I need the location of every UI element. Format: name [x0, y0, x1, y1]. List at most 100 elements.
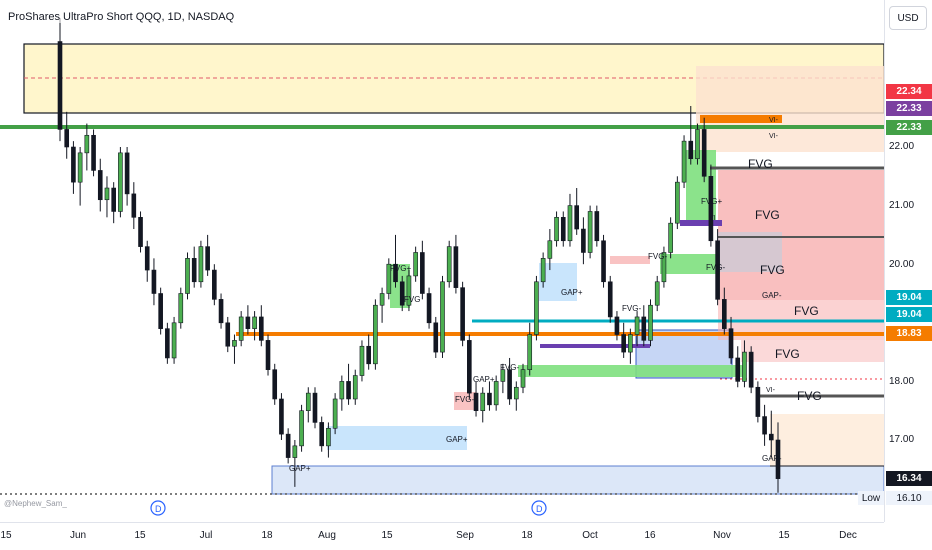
gap-plus-label: GAP+: [446, 435, 468, 444]
gap-zone: [327, 426, 467, 450]
candle-body: [567, 205, 573, 242]
dividend-marker-label: D: [155, 504, 162, 514]
fvg-label: FVG: [760, 263, 785, 277]
candle-body: [681, 140, 687, 183]
candle-body: [312, 392, 318, 423]
candle-body: [594, 211, 600, 242]
candle-body: [735, 357, 741, 382]
fvg-label: FVG: [775, 347, 800, 361]
price-tag-green: 22.33: [886, 120, 932, 135]
candle-body: [775, 439, 781, 479]
candle-body: [487, 392, 492, 406]
candle-body: [393, 263, 398, 283]
candle-body: [71, 146, 76, 183]
candle-body: [621, 334, 626, 353]
candle-body: [715, 240, 720, 300]
dividend-marker-icon: [531, 500, 547, 516]
gap-plus-label: GAP+: [289, 464, 311, 473]
price-axis[interactable]: USD 22.00 21.00 20.00 18.00 17.00 22.34 …: [884, 0, 932, 522]
candle-body: [84, 134, 90, 154]
time-tick: Nov: [713, 530, 731, 541]
chart-plot-area[interactable]: FVG FVG FVG FVG FVG FVG FVG+ FVG FVG+ FVG- FVG- FVG…: [0, 0, 884, 522]
candle-body: [258, 316, 264, 341]
currency-button[interactable]: USD: [889, 6, 927, 30]
price-tag-last: 16.34: [886, 471, 932, 486]
fvg-zone: [696, 66, 884, 152]
fvg-zone: [741, 340, 884, 362]
candle-body: [218, 299, 224, 324]
candle-body: [581, 228, 586, 253]
price-tag-purple: 22.33: [886, 101, 932, 116]
fvg-label: FVG: [797, 389, 822, 403]
candle-body: [138, 217, 143, 247]
time-axis[interactable]: 15 Jun 15 Jul 18 Aug 15 Sep 18 Oct 16 No…: [0, 522, 884, 550]
candle-body: [742, 351, 747, 382]
candle-body: [628, 334, 633, 353]
candle-body: [547, 240, 553, 259]
candle-body: [520, 369, 526, 388]
candle-body: [554, 217, 559, 242]
time-tick: Dec: [839, 530, 857, 541]
candle-body: [91, 134, 96, 171]
candle-body: [64, 129, 70, 148]
candle-body: [695, 129, 700, 160]
candle-body: [104, 187, 110, 201]
candle-body: [440, 281, 445, 353]
candle-body: [648, 304, 653, 341]
fvg-minus-label: FVG-: [622, 304, 641, 313]
candle-body: [500, 369, 506, 382]
vi-label: VI: [709, 215, 716, 222]
candle-body: [326, 427, 331, 447]
candle-body: [272, 369, 278, 400]
gap-plus-label: GAP+: [561, 288, 583, 297]
candle-body: [379, 293, 385, 306]
fvg-zone: [610, 256, 650, 264]
candle-body: [768, 433, 774, 441]
fvg-minus-label: FVG-: [500, 363, 519, 372]
candle-body: [332, 398, 338, 429]
time-tick: Sep: [456, 530, 474, 541]
fvg-plus-label: FVG+: [701, 197, 722, 206]
candle-body: [722, 299, 727, 329]
dividend-marker-icon: [150, 500, 166, 516]
candle-body: [634, 316, 640, 335]
author-watermark: @Nephew_Sam_: [4, 499, 67, 508]
price-chart[interactable]: FVG FVG FVG FVG FVG FVG FVG+ FVG FVG+ FVG- FVG- FVG…: [0, 0, 884, 522]
vi-minus-label: VI-: [769, 117, 779, 124]
candle-body: [708, 176, 714, 242]
candle-body: [245, 316, 251, 329]
candle-body: [131, 193, 137, 218]
low-label: Low: [858, 491, 884, 505]
fvg-zone: [718, 232, 782, 272]
candle-body: [299, 410, 304, 447]
candle-body: [654, 281, 660, 306]
candle-body: [473, 392, 479, 411]
candle-body: [366, 345, 371, 365]
time-tick: Oct: [582, 530, 598, 541]
fvg-zone: [454, 392, 476, 410]
candle-body: [748, 351, 754, 388]
candle-body: [446, 246, 452, 283]
candle-body: [453, 246, 459, 288]
price-tag-teal-2: 19.04: [886, 307, 932, 322]
fvg-label: FVG: [404, 295, 420, 304]
candle-body: [406, 275, 412, 306]
candle-body: [493, 381, 499, 406]
gap-minus-label: GAP-: [762, 291, 782, 300]
candle-body: [292, 445, 298, 458]
fvg-minus-label: FVG-: [455, 395, 474, 404]
time-tick: 15: [778, 530, 790, 541]
candle-body: [668, 222, 673, 253]
candle-body: [420, 252, 425, 294]
price-tag-resistance: 22.34: [886, 84, 932, 99]
candle-body: [433, 322, 439, 353]
fvg-zone: [660, 254, 720, 274]
candle-body: [339, 381, 345, 400]
candle-body: [513, 386, 519, 400]
candle-body: [265, 340, 271, 370]
candle-body: [601, 240, 606, 283]
candle-body: [279, 398, 284, 435]
candle-body: [144, 246, 150, 271]
discount-zone: [271, 465, 884, 495]
candle-body: [77, 152, 83, 183]
